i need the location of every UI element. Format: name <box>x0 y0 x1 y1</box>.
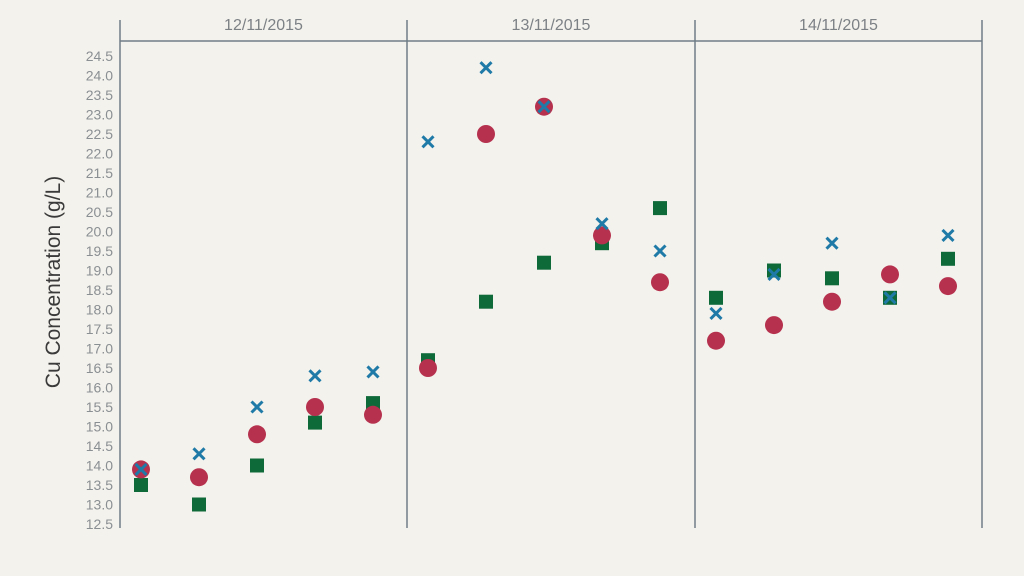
circle-point <box>248 425 266 444</box>
cross-point <box>308 369 322 383</box>
circle-point <box>881 265 899 284</box>
y-tick-label: 22.0 <box>86 146 113 162</box>
square-point <box>825 271 839 286</box>
cross-point <box>941 228 955 242</box>
cross-point <box>825 236 839 250</box>
y-tick-label: 14.0 <box>86 458 113 474</box>
square-point <box>767 263 781 278</box>
y-tick-label: 24.5 <box>86 48 113 64</box>
circle-point <box>190 468 208 487</box>
y-tick-label: 14.5 <box>86 438 113 454</box>
cross-point <box>366 365 380 379</box>
cross-point <box>421 135 435 149</box>
y-tick-label: 23.0 <box>86 107 113 123</box>
group-label: 12/11/2015 <box>224 17 303 34</box>
square-point <box>709 290 723 305</box>
square-point <box>479 294 493 309</box>
y-tick-label: 18.0 <box>86 302 113 318</box>
square-point <box>653 201 667 216</box>
y-tick-label: 17.0 <box>86 341 113 357</box>
y-tick-label: 20.0 <box>86 224 113 240</box>
cross-point <box>653 244 667 258</box>
y-tick-label: 22.5 <box>86 126 113 142</box>
y-tick-label: 16.5 <box>86 360 113 376</box>
y-tick-label: 20.5 <box>86 204 113 220</box>
circle-point <box>593 226 611 245</box>
cross-point <box>883 291 897 305</box>
circle-point <box>364 405 382 424</box>
square-point <box>941 251 955 266</box>
cross-point <box>595 217 609 231</box>
y-tick-label: 19.0 <box>86 263 113 279</box>
circle-point <box>823 292 841 311</box>
square-point <box>192 497 206 512</box>
circle-point <box>419 359 437 377</box>
cross-point <box>479 61 493 75</box>
cross-point <box>537 100 551 114</box>
square-point <box>537 255 551 270</box>
circle-point <box>477 125 495 143</box>
y-tick-label: 21.5 <box>86 165 113 181</box>
circle-point <box>651 273 669 292</box>
circle-point <box>939 277 957 296</box>
cross-point <box>192 447 206 461</box>
y-tick-label: 13.5 <box>86 477 113 493</box>
group-label: 13/11/2015 <box>512 17 591 34</box>
circle-point <box>306 398 324 416</box>
y-axis-label: Cu Concentration (g/L) <box>42 176 65 388</box>
y-tick-label: 19.5 <box>86 243 113 259</box>
y-tick-label: 16.0 <box>86 380 113 396</box>
y-tick-label: 15.5 <box>86 399 113 415</box>
y-tick-label: 23.5 <box>86 87 113 103</box>
y-tick-label: 13.0 <box>86 497 113 513</box>
square-point <box>308 415 322 430</box>
y-tick-label: 15.0 <box>86 419 113 435</box>
group-label: 14/11/2015 <box>799 17 878 34</box>
cross-point <box>767 267 781 281</box>
y-tick-label: 17.5 <box>86 321 113 337</box>
y-tick-label: 24.0 <box>86 68 113 84</box>
cross-point <box>709 306 723 320</box>
y-tick-label: 21.0 <box>86 185 113 201</box>
y-tick-label: 18.5 <box>86 282 113 298</box>
square-point <box>134 478 148 492</box>
cross-point <box>134 462 148 476</box>
square-point <box>250 458 264 473</box>
cross-point <box>250 400 264 414</box>
circle-point <box>765 316 783 335</box>
y-tick-label: 12.5 <box>86 516 113 532</box>
circle-point <box>707 331 725 350</box>
